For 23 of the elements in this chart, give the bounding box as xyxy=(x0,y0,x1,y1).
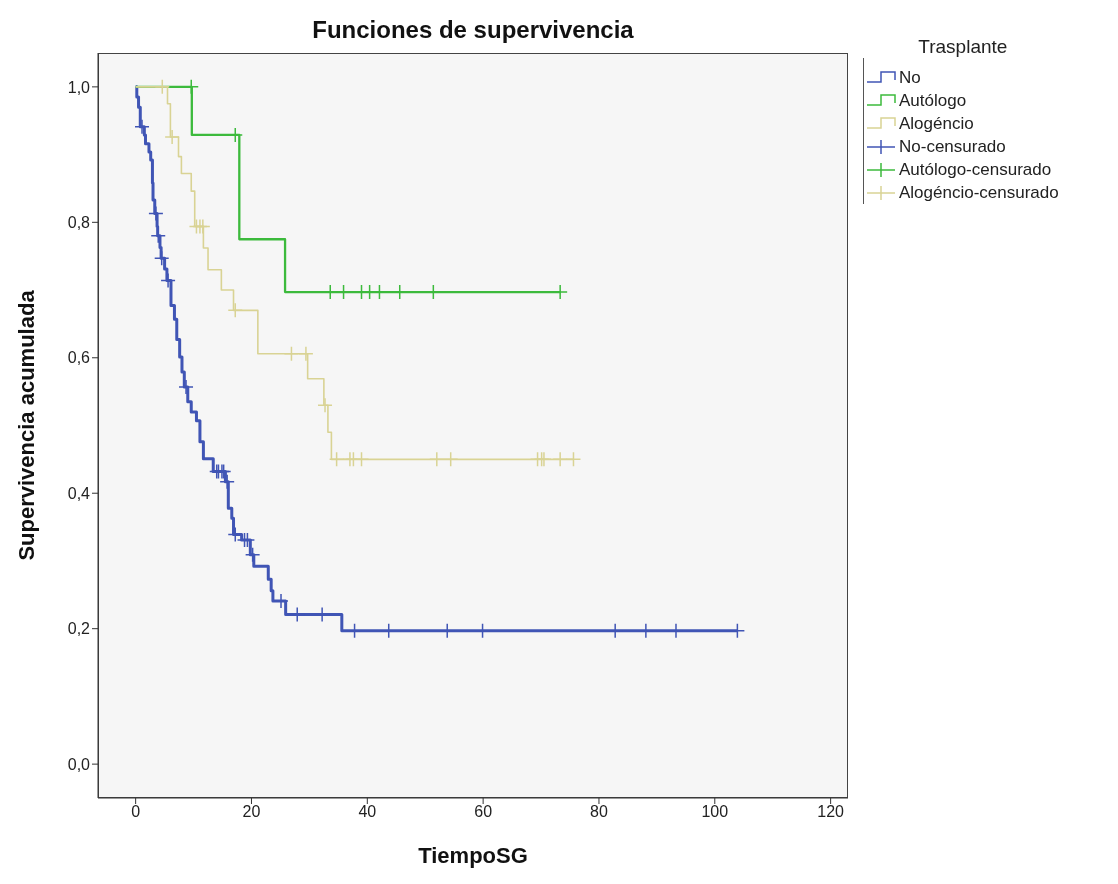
y-axis-title: Supervivencia acumulada xyxy=(13,289,39,561)
x-tick-label: 120 xyxy=(817,803,845,821)
legend-label: Alogéncio xyxy=(899,113,974,134)
y-tick-label: 0,6 xyxy=(67,349,91,367)
y-tick-label: 1,0 xyxy=(67,78,91,96)
x-tick-label: 40 xyxy=(358,803,377,821)
x-tick-label: 80 xyxy=(590,803,608,821)
y-tick-label: 0,2 xyxy=(67,620,91,638)
x-tick-label: 0 xyxy=(131,803,141,821)
x-tick-label: 60 xyxy=(474,803,493,821)
legend-label: No-censurado xyxy=(899,136,1006,157)
y-tick-label: 0,8 xyxy=(67,214,91,231)
chart-title: Funciones de supervivencia xyxy=(311,16,635,44)
legend-label: Autólogo-censurado xyxy=(899,159,1052,180)
legend-label: Autólogo xyxy=(899,90,967,111)
y-tick-label: 0,0 xyxy=(67,755,91,773)
legend-title: Trasplante xyxy=(917,36,1009,58)
y-tick-label: 0,4 xyxy=(67,484,91,502)
x-tick-label: 100 xyxy=(701,803,729,821)
x-tick-label: 20 xyxy=(242,803,261,821)
legend-label: Alogéncio-censurado xyxy=(899,182,1059,203)
x-axis-title: TiempoSG xyxy=(418,843,528,868)
legend-label: No xyxy=(899,67,921,88)
